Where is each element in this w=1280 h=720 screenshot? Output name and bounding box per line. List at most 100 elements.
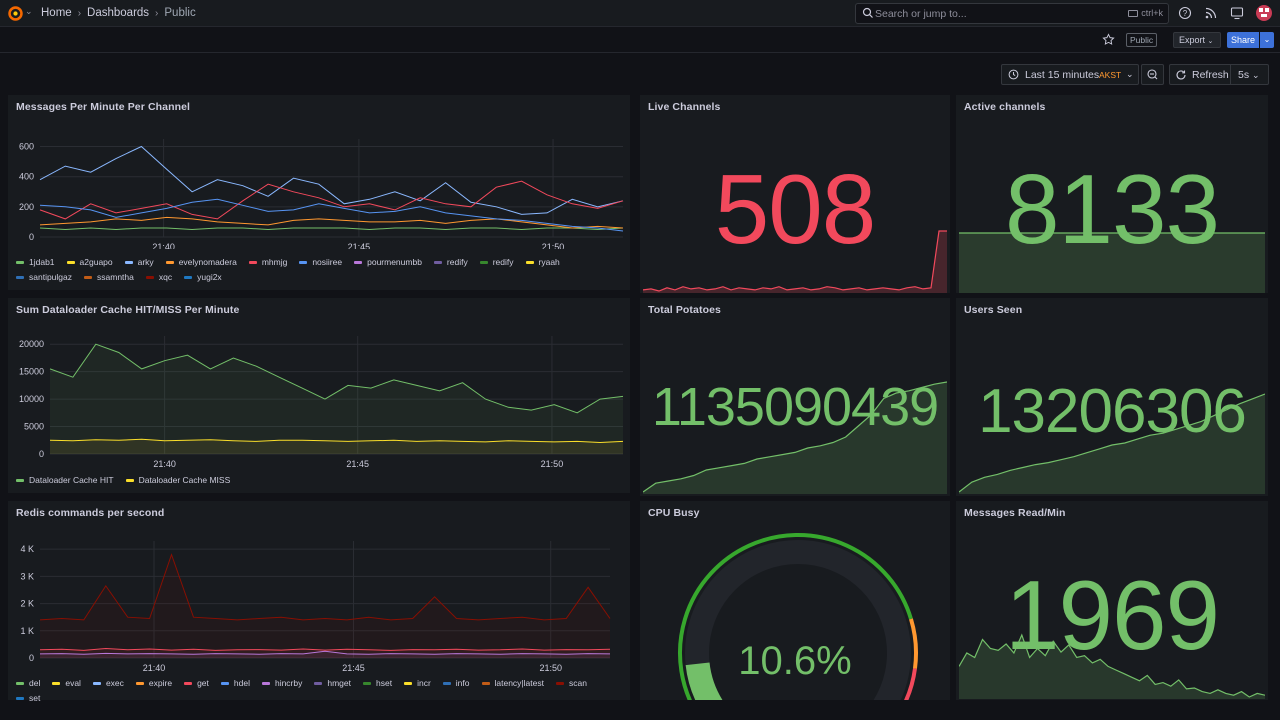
time-range-picker[interactable]: Last 15 minutes AKST ⌄	[1001, 64, 1139, 85]
breadcrumb-home[interactable]: Home	[41, 7, 72, 19]
panel-cpu-busy[interactable]: CPU Busy 10.6%	[640, 501, 950, 700]
y-tick-label: 400	[19, 172, 34, 182]
panel-title: Messages Read/Min	[964, 507, 1066, 519]
legend-item[interactable]: expire	[135, 678, 172, 688]
panel-messages-per-minute[interactable]: Messages Per Minute Per Channel 0 200 400 6…	[8, 95, 630, 290]
legend-swatch	[52, 681, 61, 685]
y-tick-label: 20000	[19, 339, 44, 349]
legend-item[interactable]: hset	[363, 678, 392, 688]
legend-item[interactable]: ryaah	[525, 257, 560, 267]
legend-swatch	[525, 260, 534, 264]
search-input[interactable]: Search or jump to... ctrl+k	[855, 3, 1169, 24]
legend-item[interactable]: set	[16, 693, 40, 703]
refresh-button[interactable]: Refresh	[1169, 64, 1231, 85]
legend-item[interactable]: ssamntha	[84, 272, 134, 282]
panel-live-channels[interactable]: Live Channels 508	[640, 95, 950, 293]
legend-label: nosiiree	[312, 257, 343, 267]
legend-item[interactable]: yugi2x	[184, 272, 222, 282]
sparkline-line	[643, 230, 947, 292]
legend-item[interactable]: info	[442, 678, 470, 688]
legend-item[interactable]: incr	[404, 678, 431, 688]
refresh-interval-picker[interactable]: 5s ⌄	[1231, 64, 1269, 85]
monitor-icon[interactable]	[1230, 6, 1244, 20]
panel-messages-read[interactable]: Messages Read/Min 1969	[956, 501, 1268, 700]
search-icon	[862, 7, 873, 18]
x-tick-label: 21:50	[539, 663, 562, 673]
series-area	[40, 651, 610, 658]
threshold-orange-band	[909, 618, 918, 669]
export-button[interactable]: Export ⌄	[1173, 32, 1221, 48]
series-area	[50, 344, 623, 454]
panel-users-seen[interactable]: Users Seen 13206306	[956, 298, 1268, 496]
refresh-interval-value: 5s	[1238, 69, 1250, 81]
x-tick-label: 21:45	[346, 459, 369, 469]
legend-item[interactable]: redify	[479, 257, 514, 267]
legend-swatch	[220, 681, 229, 685]
panel-redis-commands[interactable]: Redis commands per second 0 1 K 2 K 3 K 4 K 2…	[8, 501, 630, 703]
panel-title: Active channels	[964, 101, 1046, 113]
rss-icon[interactable]	[1204, 6, 1218, 20]
legend-item[interactable]: Dataloader Cache MISS	[125, 475, 230, 485]
panel-title: Users Seen	[964, 304, 1023, 316]
panel-title: Sum Dataloader Cache HIT/MISS Per Minute	[16, 304, 240, 316]
legend-swatch	[314, 681, 323, 685]
legend-swatch	[165, 260, 174, 264]
zoom-out-button[interactable]	[1141, 64, 1164, 85]
stat-value: 1135090439	[651, 377, 939, 437]
legend-item[interactable]: a2guapo	[66, 257, 113, 267]
refresh-label: Refresh	[1192, 69, 1229, 81]
cpu-busy-gauge	[678, 533, 918, 700]
legend-item[interactable]: arky	[124, 257, 154, 267]
legend-item[interactable]: get	[184, 678, 209, 688]
legend-item[interactable]: exec	[92, 678, 124, 688]
panel-title: Total Potatoes	[648, 304, 721, 316]
legend-item[interactable]: latency|latest	[481, 678, 544, 688]
star-icon[interactable]	[1102, 33, 1115, 46]
legend-item[interactable]: hmget	[314, 678, 351, 688]
legend-item[interactable]: Dataloader Cache HIT	[16, 475, 114, 485]
x-tick-label: 21:40	[152, 242, 175, 249]
sparkline-area	[643, 382, 947, 494]
share-dropdown-chevron-icon[interactable]: ⌄	[1260, 32, 1274, 48]
series-line	[39, 198, 624, 232]
legend-label: incr	[417, 678, 431, 688]
panel-title: Messages Per Minute Per Channel	[16, 101, 191, 113]
legend-swatch	[184, 275, 193, 279]
sparkline-area	[959, 233, 1265, 293]
legend-item[interactable]: scan	[555, 678, 587, 688]
legend-item[interactable]: hincrby	[261, 678, 302, 688]
legend-swatch	[16, 478, 24, 482]
shortcut-label: ctrl+k	[1141, 8, 1163, 18]
grafana-logo-icon[interactable]	[7, 5, 24, 22]
legend-item[interactable]: eval	[52, 678, 81, 688]
avatar[interactable]	[1256, 5, 1272, 21]
threshold-green-band	[678, 533, 913, 700]
legend-item[interactable]: pourmenumbb	[354, 257, 422, 267]
panel-title: Live Channels	[648, 101, 721, 113]
legend-item[interactable]: nosiiree	[299, 257, 342, 267]
legend-item[interactable]: mhmjg	[248, 257, 287, 267]
panel-total-potatoes[interactable]: Total Potatoes 1135090439	[640, 298, 950, 496]
legend-label: exec	[105, 678, 124, 688]
series-line	[39, 650, 611, 655]
help-icon[interactable]: ?	[1178, 6, 1192, 20]
top-bar: ⌄ Home › Dashboards › Public Search or j…	[0, 0, 1280, 27]
legend-item[interactable]: santipulgaz	[16, 272, 72, 282]
legend-item[interactable]: xqc	[145, 272, 173, 282]
chart-legend: Dataloader Cache HIT Dataloader Cache MIS…	[16, 475, 616, 485]
series-area	[40, 554, 610, 658]
legend-label: santipulgaz	[29, 272, 73, 282]
legend-label: xqc	[158, 272, 173, 282]
legend-item[interactable]: del	[16, 678, 40, 688]
dashboard-toolbar: Public Export ⌄ Share ⌄	[0, 28, 1280, 53]
legend-item[interactable]: evelynomadera	[165, 257, 237, 267]
chevron-down-icon[interactable]: ⌄	[25, 6, 33, 16]
legend-item[interactable]: 1jdab1	[16, 257, 55, 267]
share-button[interactable]: Share	[1227, 32, 1259, 48]
panel-active-channels[interactable]: Active channels 8133	[956, 95, 1268, 293]
threshold-red-band	[904, 668, 917, 700]
legend-item[interactable]: hdel	[220, 678, 250, 688]
breadcrumb-dashboards[interactable]: Dashboards	[87, 7, 150, 19]
legend-item[interactable]: redify	[433, 257, 468, 267]
panel-dataloader-cache[interactable]: Sum Dataloader Cache HIT/MISS Per Minute…	[8, 298, 630, 493]
